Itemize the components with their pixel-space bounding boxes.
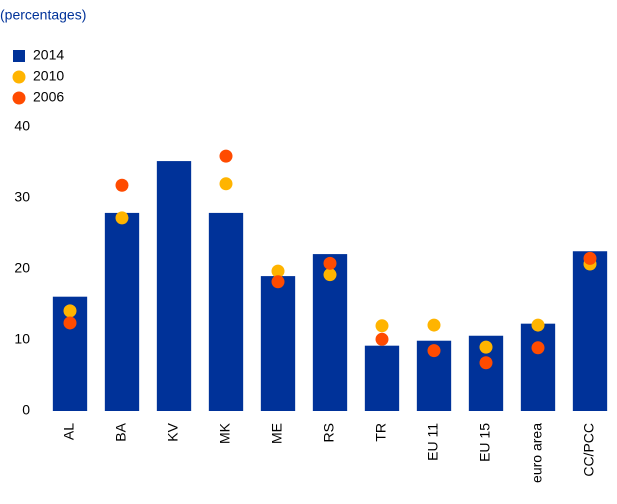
legend-label: 2010 <box>33 68 64 84</box>
bar <box>260 276 296 411</box>
y-tick-label: 0 <box>22 402 30 418</box>
bar <box>364 345 400 411</box>
dot <box>479 340 493 354</box>
dot <box>63 316 77 330</box>
dot <box>219 177 233 191</box>
x-tick-label: ME <box>269 423 285 444</box>
dot <box>375 332 389 346</box>
chart-subtitle: (percentages) <box>0 7 86 23</box>
dot <box>427 318 441 332</box>
x-tick-label: RS <box>321 423 337 442</box>
x-tick-label: AL <box>61 423 77 440</box>
legend-swatch <box>13 50 25 62</box>
x-tick-label: BA <box>113 422 129 441</box>
y-tick-label: 40 <box>14 118 30 134</box>
dot <box>271 275 285 289</box>
y-tick-label: 20 <box>14 260 30 276</box>
x-tick-label: KV <box>165 422 181 441</box>
dot <box>323 256 337 270</box>
dot <box>375 319 389 333</box>
dot <box>531 341 545 355</box>
x-tick-label: CC/PCC <box>581 423 597 477</box>
y-tick-label: 30 <box>14 189 30 205</box>
legend-label: 2006 <box>33 89 64 105</box>
bar <box>156 161 192 411</box>
x-tick-label: TR <box>373 423 389 442</box>
y-tick-label: 10 <box>14 331 30 347</box>
bar <box>572 251 608 411</box>
bar <box>520 323 556 411</box>
dot <box>531 318 545 332</box>
x-tick-label: MK <box>217 422 233 444</box>
legend-label: 2014 <box>33 47 64 63</box>
dot <box>115 178 129 192</box>
dot <box>427 344 441 358</box>
legend-swatch <box>12 70 26 84</box>
legend-swatch <box>12 91 26 105</box>
dot <box>323 268 337 282</box>
dot <box>479 356 493 370</box>
dot <box>583 251 597 265</box>
bar <box>208 212 244 411</box>
x-tick-label: EU 11 <box>425 423 441 461</box>
dot <box>219 149 233 163</box>
dot <box>63 304 77 318</box>
x-tick-label: EU 15 <box>477 423 493 462</box>
bar <box>104 212 140 411</box>
dot <box>271 264 285 278</box>
x-tick-label: euro area <box>529 423 545 483</box>
dot <box>115 211 129 225</box>
